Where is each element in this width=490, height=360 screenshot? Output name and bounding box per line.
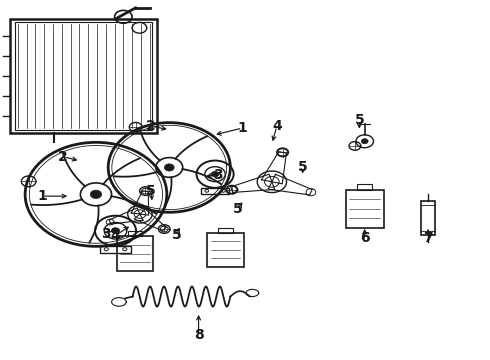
Bar [345, 190, 384, 228]
Circle shape [164, 164, 174, 171]
Text: 4: 4 [272, 119, 282, 133]
Bar [201, 188, 229, 194]
Circle shape [90, 190, 101, 198]
Text: 5: 5 [298, 161, 308, 175]
Text: 1: 1 [238, 121, 247, 135]
Bar [117, 237, 153, 271]
Text: 6: 6 [360, 231, 369, 245]
Bar [128, 231, 143, 237]
Bar [421, 201, 435, 235]
Text: 3: 3 [101, 227, 111, 241]
Bar [10, 19, 157, 134]
Circle shape [211, 171, 219, 177]
Text: 5: 5 [172, 228, 181, 242]
Circle shape [361, 139, 368, 144]
Bar [207, 233, 244, 267]
Text: 8: 8 [194, 328, 203, 342]
Bar [100, 246, 131, 253]
Text: 2: 2 [58, 150, 68, 164]
Circle shape [111, 228, 120, 234]
Text: 4: 4 [111, 229, 121, 243]
Text: 1: 1 [37, 189, 47, 203]
Text: 2: 2 [147, 119, 156, 133]
Text: 5: 5 [147, 184, 156, 198]
Text: 5: 5 [233, 202, 243, 216]
Bar [357, 184, 372, 190]
Text: 7: 7 [423, 231, 433, 245]
Bar [218, 228, 233, 233]
Text: 3: 3 [213, 168, 223, 182]
Bar [15, 22, 152, 130]
Text: 5: 5 [354, 113, 364, 127]
